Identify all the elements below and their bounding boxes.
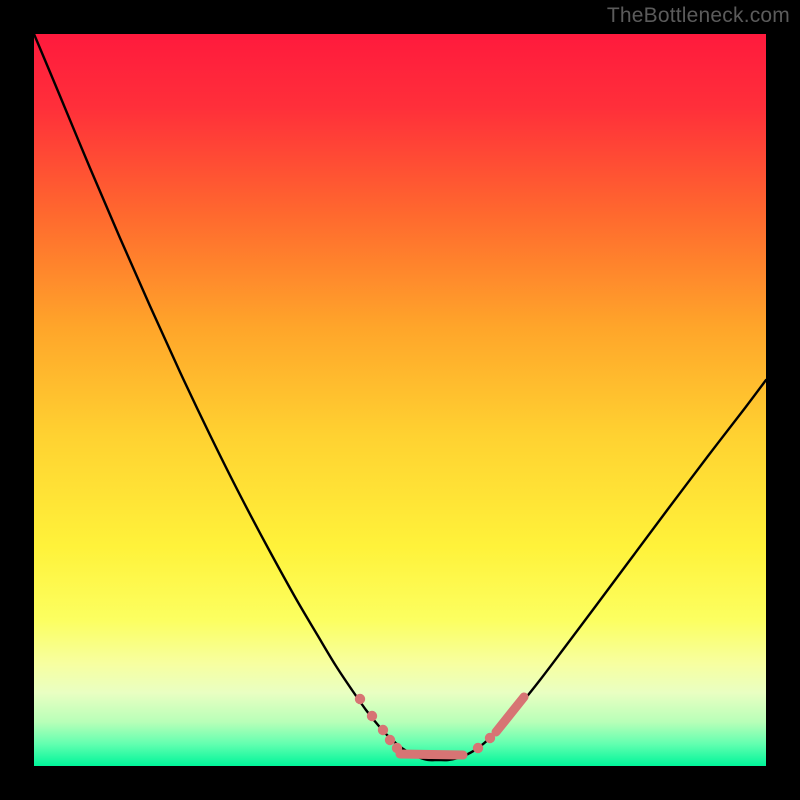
watermark-text: TheBottleneck.com <box>607 4 790 28</box>
plot-background <box>34 34 766 766</box>
bottleneck-curve-chart <box>0 0 800 800</box>
chart-stage: TheBottleneck.com <box>0 0 800 800</box>
